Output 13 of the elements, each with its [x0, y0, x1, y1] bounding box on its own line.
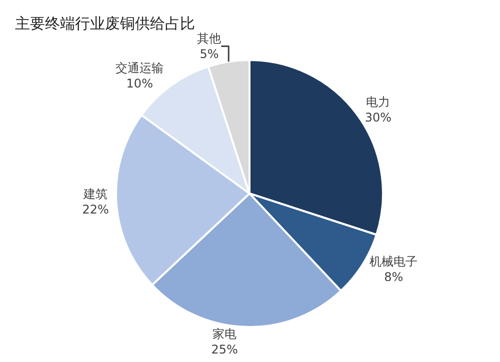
- data-label: 22%: [82, 202, 109, 217]
- chart-title: 主要终端行业废铜供给占比: [15, 14, 195, 33]
- data-label: 8%: [384, 270, 404, 284]
- slice-label: 家电: [212, 326, 237, 341]
- data-label: 10%: [126, 76, 153, 91]
- slice-label: 机械电子: [370, 254, 418, 268]
- slice-label: 交通运输: [116, 61, 164, 76]
- data-label: 30%: [364, 110, 392, 125]
- slice-label: 建筑: [82, 187, 108, 202]
- data-label: 5%: [200, 47, 219, 62]
- slice-label: 电力: [366, 95, 390, 110]
- data-label: 25%: [211, 342, 238, 357]
- slice-label: 其他: [197, 31, 222, 46]
